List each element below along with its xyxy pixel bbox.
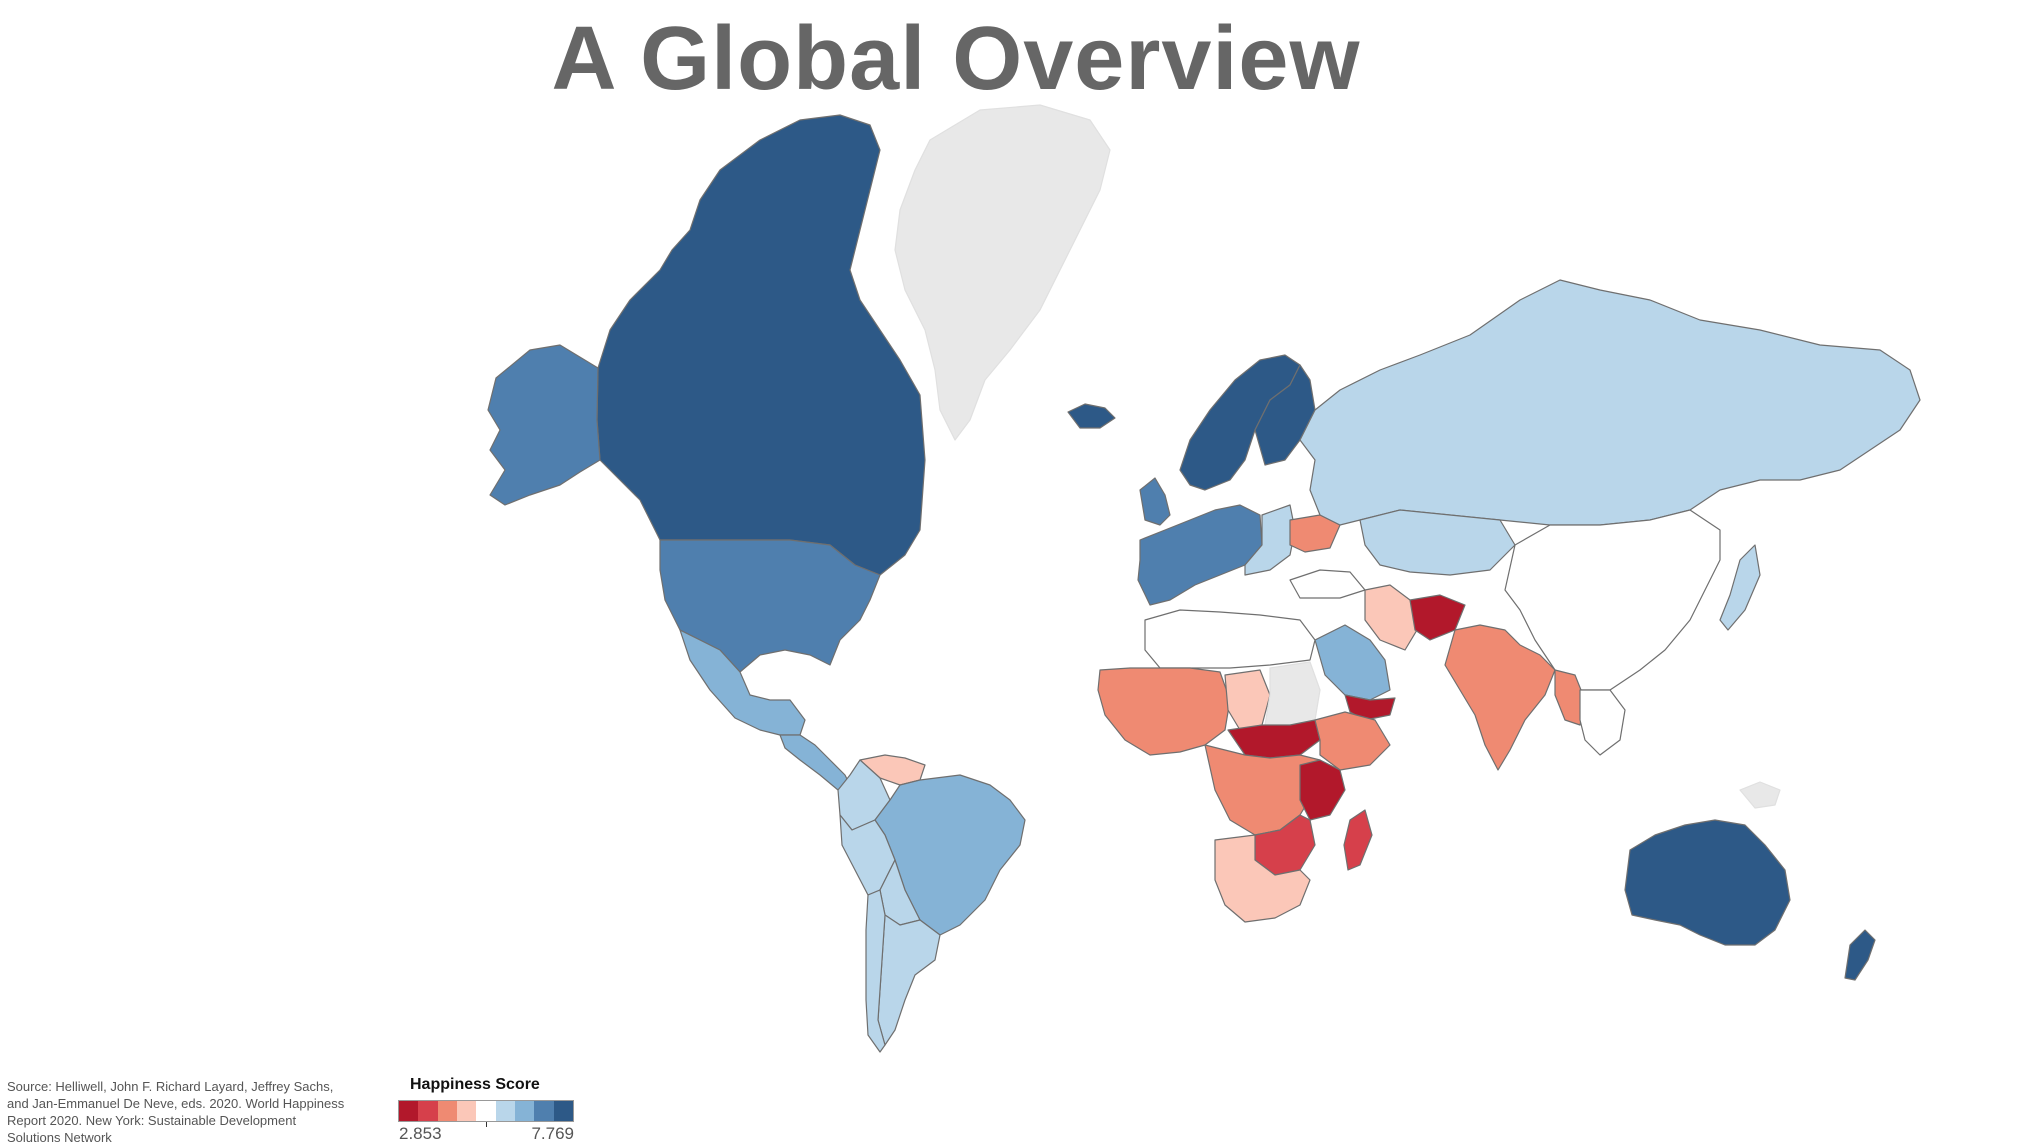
- map-region: [1299, 279, 1921, 526]
- legend-swatch: [514, 1101, 535, 1121]
- source-note: Source: Helliwell, John F. Richard Layar…: [7, 1079, 345, 1145]
- map-region: [1244, 504, 1296, 576]
- map-region: [679, 629, 806, 736]
- map-region: [1739, 781, 1781, 809]
- legend-swatch: [553, 1101, 573, 1121]
- map-region: [1624, 819, 1791, 946]
- map-region: [1289, 569, 1366, 599]
- map-region: [1344, 694, 1396, 721]
- legend-swatch: [456, 1101, 477, 1121]
- map-region: [1139, 477, 1171, 526]
- legend-max-label: 7.769: [531, 1124, 574, 1143]
- map-region: [1314, 711, 1391, 771]
- legend-swatch: [495, 1101, 515, 1121]
- map-region: [1214, 834, 1311, 923]
- map-region: [877, 914, 941, 1046]
- map-region: [596, 114, 926, 576]
- map-region: [1444, 624, 1556, 771]
- map-region: [1067, 403, 1116, 429]
- map-region: [859, 754, 926, 786]
- map-region: [1314, 624, 1391, 701]
- map-region: [1343, 809, 1373, 871]
- map-region: [894, 104, 1111, 441]
- map-region: [1504, 509, 1721, 691]
- map-region: [779, 734, 851, 791]
- map-region: [1359, 509, 1516, 576]
- legend-swatch: [476, 1101, 496, 1121]
- map-region: [1719, 544, 1761, 631]
- map-region: [1144, 609, 1316, 669]
- map-region: [1097, 667, 1231, 756]
- legend-color-scale: [398, 1100, 574, 1122]
- map-region: [1554, 669, 1586, 726]
- legend-swatch: [418, 1101, 438, 1121]
- map-region: [1224, 669, 1271, 731]
- legend-swatch: [399, 1101, 419, 1121]
- map-region: [1844, 929, 1876, 981]
- legend-midpoint-tick: [486, 1122, 487, 1127]
- map-region: [1579, 689, 1626, 756]
- map-region: [487, 344, 601, 506]
- legend-title: Happiness Score: [410, 1076, 540, 1093]
- map-region: [865, 889, 886, 1053]
- map-region: [1364, 584, 1421, 651]
- page-title: A Global Overview: [551, 9, 1361, 109]
- legend-swatch: [534, 1101, 554, 1121]
- map-region: [1299, 759, 1346, 821]
- map-region: [1264, 661, 1321, 726]
- legend-min-label: 2.853: [399, 1124, 442, 1143]
- legend-swatch: [437, 1101, 457, 1121]
